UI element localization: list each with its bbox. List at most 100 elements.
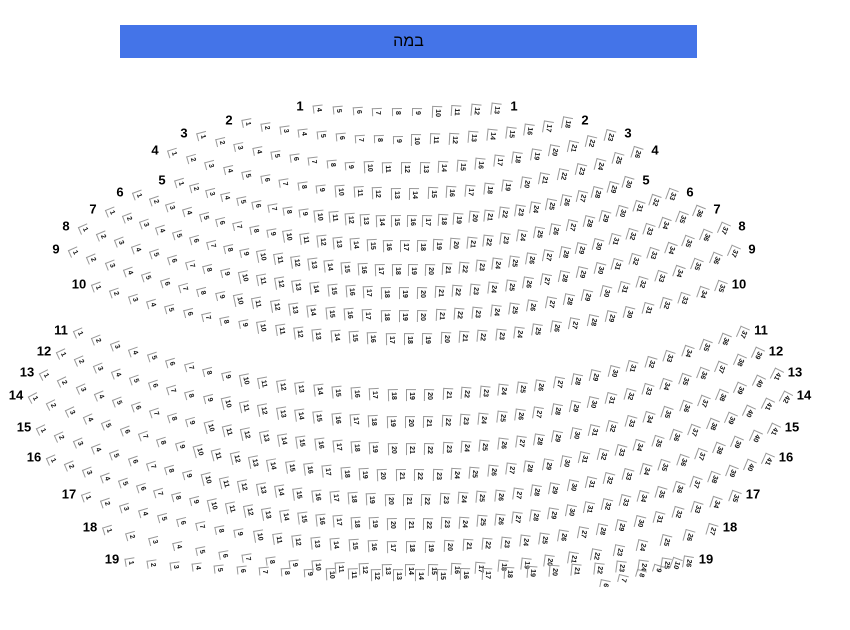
seat-r9-s8[interactable]: 8 bbox=[196, 287, 209, 298]
seat-r11-s8[interactable]: 8 bbox=[202, 366, 214, 377]
seat-r8-s31[interactable]: 31 bbox=[610, 257, 624, 272]
seat-r3-s11[interactable]: 11 bbox=[382, 161, 393, 174]
seat-r7-s19[interactable]: 19 bbox=[408, 263, 419, 276]
seat-r14-s40[interactable]: 40 bbox=[742, 404, 757, 420]
seat-r4-s9[interactable]: 9 bbox=[316, 184, 327, 194]
seat-r15-s24[interactable]: 24 bbox=[457, 492, 469, 505]
seat-r15-s9[interactable]: 9 bbox=[182, 469, 195, 480]
seat-r3-s7[interactable]: 7 bbox=[307, 156, 319, 166]
seat-r13-s13[interactable]: 13 bbox=[258, 430, 271, 444]
seat-r12-s26[interactable]: 26 bbox=[514, 408, 526, 422]
seat-r12-s13[interactable]: 13 bbox=[275, 406, 288, 420]
seat-r13-s34[interactable]: 34 bbox=[642, 410, 656, 425]
seat-r17-s27[interactable]: 27 bbox=[576, 526, 589, 540]
seat-r16-s3[interactable]: 3 bbox=[81, 466, 94, 478]
seat-r10-s33[interactable]: 33 bbox=[677, 291, 691, 306]
seat-r17-s13[interactable]: 13 bbox=[310, 536, 322, 550]
seat-r15-s13[interactable]: 13 bbox=[255, 482, 268, 496]
seat-r1-s10[interactable]: 10 bbox=[431, 105, 442, 118]
seat-r14-s5[interactable]: 5 bbox=[101, 419, 114, 431]
seat-r16-s1[interactable]: 1 bbox=[45, 454, 59, 466]
seat-r13-s41[interactable]: 41 bbox=[769, 367, 785, 383]
seat-r11-s10[interactable]: 10 bbox=[238, 372, 252, 387]
seat-r8-s34[interactable]: 34 bbox=[663, 241, 678, 256]
seat-r12-s21[interactable]: 21 bbox=[423, 415, 434, 428]
seat-r5-s6[interactable]: 6 bbox=[251, 199, 263, 210]
seat-r10-s8[interactable]: 8 bbox=[219, 316, 232, 326]
seat-r6-s20[interactable]: 20 bbox=[449, 237, 461, 251]
seat-r16-s35[interactable]: 35 bbox=[654, 485, 668, 500]
seat-r16-s22[interactable]: 22 bbox=[422, 517, 434, 530]
seat-r13-s3[interactable]: 3 bbox=[75, 383, 88, 395]
seat-r6-s12[interactable]: 12 bbox=[315, 234, 328, 248]
seat-r16-s30[interactable]: 30 bbox=[565, 504, 578, 518]
seat-r11-s30[interactable]: 30 bbox=[607, 364, 621, 379]
seat-r8-s18[interactable]: 18 bbox=[381, 286, 392, 299]
seat-r11-s9[interactable]: 9 bbox=[220, 370, 233, 381]
seat-r10-s13[interactable]: 13 bbox=[311, 328, 323, 341]
seat-r9-s2[interactable]: 2 bbox=[86, 253, 99, 265]
seat-r5-s5[interactable]: 5 bbox=[236, 196, 248, 206]
seat-r15-s7[interactable]: 7 bbox=[145, 460, 158, 471]
seat-r7-s8[interactable]: 8 bbox=[222, 244, 235, 255]
seat-r10-s14[interactable]: 14 bbox=[330, 329, 342, 343]
seat-r10-s18[interactable]: 18 bbox=[404, 333, 414, 345]
seat-r3-s10[interactable]: 10 bbox=[363, 160, 375, 174]
seat-r15-s40[interactable]: 40 bbox=[748, 429, 763, 445]
seat-r13-s31[interactable]: 31 bbox=[587, 423, 601, 438]
seat-r5-s26[interactable]: 26 bbox=[560, 194, 573, 208]
seat-r14-s7[interactable]: 7 bbox=[138, 431, 151, 442]
seat-r6-s32[interactable]: 32 bbox=[648, 193, 662, 209]
seat-r15-s2[interactable]: 2 bbox=[54, 431, 67, 443]
seat-r9-s34[interactable]: 34 bbox=[672, 264, 686, 279]
seat-r4-s14[interactable]: 14 bbox=[409, 187, 420, 200]
seat-r2-s13[interactable]: 13 bbox=[467, 130, 479, 144]
seat-r10-s17[interactable]: 17 bbox=[385, 332, 396, 345]
seat-r7-s23[interactable]: 23 bbox=[475, 259, 487, 273]
seat-r15-s8[interactable]: 8 bbox=[164, 465, 177, 476]
seat-r11-s17[interactable]: 17 bbox=[368, 388, 380, 401]
seat-r14-s26[interactable]: 26 bbox=[486, 464, 499, 478]
seat-r15-s3[interactable]: 3 bbox=[72, 437, 85, 449]
seat-r13-s29[interactable]: 29 bbox=[551, 430, 564, 444]
seat-r4-s7[interactable]: 7 bbox=[278, 178, 290, 188]
seat-r17-s9[interactable]: 9 bbox=[233, 528, 246, 538]
seat-r12-s27[interactable]: 27 bbox=[532, 406, 545, 420]
seat-r6-s18[interactable]: 18 bbox=[416, 239, 427, 252]
seat-r7-s14[interactable]: 14 bbox=[323, 259, 335, 273]
seat-r16-s40[interactable]: 40 bbox=[743, 458, 757, 474]
seat-r6-s2[interactable]: 2 bbox=[148, 195, 161, 207]
seat-r18-s12[interactable]: 12 bbox=[358, 562, 369, 576]
seat-r13-s5[interactable]: 5 bbox=[112, 396, 125, 408]
seat-r14-s2[interactable]: 2 bbox=[46, 399, 59, 412]
seat-r15-s33[interactable]: 33 bbox=[621, 467, 634, 482]
seat-r7-s24[interactable]: 24 bbox=[491, 257, 504, 271]
seat-r6-s4[interactable]: 4 bbox=[182, 207, 194, 218]
seat-r6-s31[interactable]: 31 bbox=[632, 199, 646, 215]
seat-r8-s7[interactable]: 7 bbox=[184, 259, 197, 270]
seat-r19-s9[interactable]: 9 bbox=[303, 569, 314, 578]
seat-r18-s1[interactable]: 1 bbox=[102, 524, 114, 536]
seat-r18-s8[interactable]: 8 bbox=[265, 556, 277, 567]
seat-r16-s4[interactable]: 4 bbox=[99, 472, 112, 484]
seat-r16-s10[interactable]: 10 bbox=[206, 497, 220, 512]
seat-r14-s22[interactable]: 22 bbox=[414, 468, 425, 481]
seat-r3-s20[interactable]: 20 bbox=[548, 144, 561, 158]
seat-r18-s22[interactable]: 22 bbox=[589, 548, 602, 562]
seat-r18-s6[interactable]: 6 bbox=[218, 550, 230, 560]
seat-r2-s18[interactable]: 18 bbox=[560, 116, 574, 130]
seat-r19-s20[interactable]: 20 bbox=[548, 565, 560, 578]
seat-r9-s32[interactable]: 32 bbox=[635, 275, 649, 290]
seat-r19-s21[interactable]: 21 bbox=[570, 563, 582, 577]
seat-r12-s18[interactable]: 18 bbox=[368, 415, 379, 428]
seat-r9-s35[interactable]: 35 bbox=[690, 258, 705, 273]
seat-r15-s6[interactable]: 6 bbox=[127, 455, 140, 467]
seat-r1-s12[interactable]: 12 bbox=[470, 103, 482, 117]
seat-r4-s21[interactable]: 21 bbox=[538, 172, 551, 186]
seat-r5-s8[interactable]: 8 bbox=[282, 206, 294, 216]
seat-r9-s9[interactable]: 9 bbox=[214, 291, 227, 302]
seat-r12-s9[interactable]: 9 bbox=[202, 394, 215, 405]
seat-r14-s41[interactable]: 41 bbox=[760, 397, 775, 413]
seat-r5-s21[interactable]: 21 bbox=[483, 209, 495, 222]
seat-r15-s21[interactable]: 21 bbox=[403, 494, 413, 506]
